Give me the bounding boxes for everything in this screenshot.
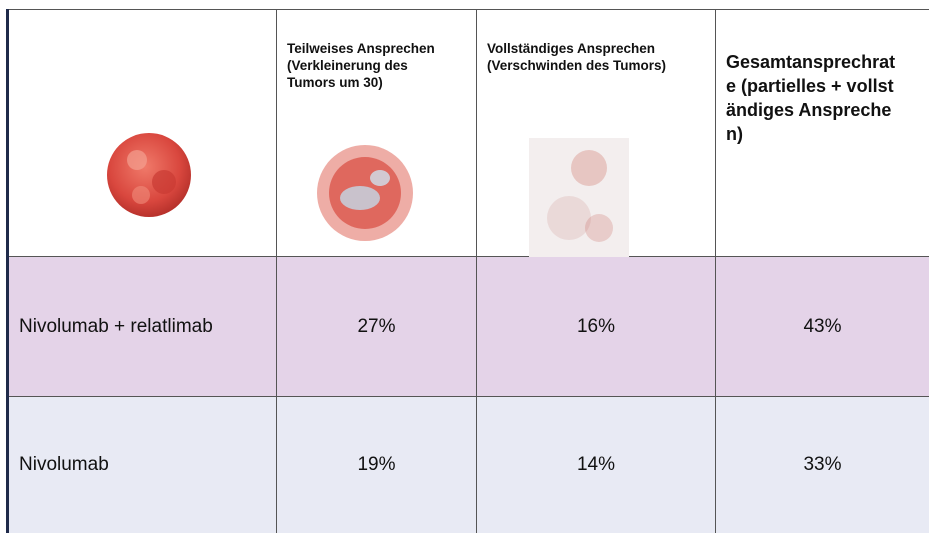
tumor-complete-image: [529, 138, 629, 258]
value-cell: 43%: [716, 257, 929, 397]
header-text: Vollständiges Ansprechen (Verschwinden d…: [487, 40, 697, 74]
tumor-image: [9, 10, 277, 257]
value-cell: 27%: [277, 257, 477, 397]
page: Teilweises Ansprechen (Verkleinerung des…: [0, 0, 929, 533]
header-text: Gesamtansprechrate (partielles + vollstä…: [726, 50, 898, 146]
value-cell: 14%: [477, 397, 716, 533]
row-label: Nivolumab: [9, 397, 277, 533]
value-cell: 19%: [277, 397, 477, 533]
header-image-cell: [9, 10, 277, 257]
header-cell: Teilweises Ansprechen (Verkleinerung des…: [277, 10, 477, 257]
value-cell: 33%: [716, 397, 929, 533]
value-cell: 16%: [477, 257, 716, 397]
table: Teilweises Ansprechen (Verkleinerung des…: [0, 0, 929, 533]
row-label: Nivolumab + relatlimab: [9, 257, 277, 397]
tumor-partial-image: [305, 138, 425, 248]
header-cell: Gesamtansprechrate (partielles + vollstä…: [716, 10, 929, 257]
header-cell: Vollständiges Ansprechen (Verschwinden d…: [477, 10, 716, 257]
header-text: Teilweises Ansprechen (Verkleinerung des…: [287, 40, 447, 91]
